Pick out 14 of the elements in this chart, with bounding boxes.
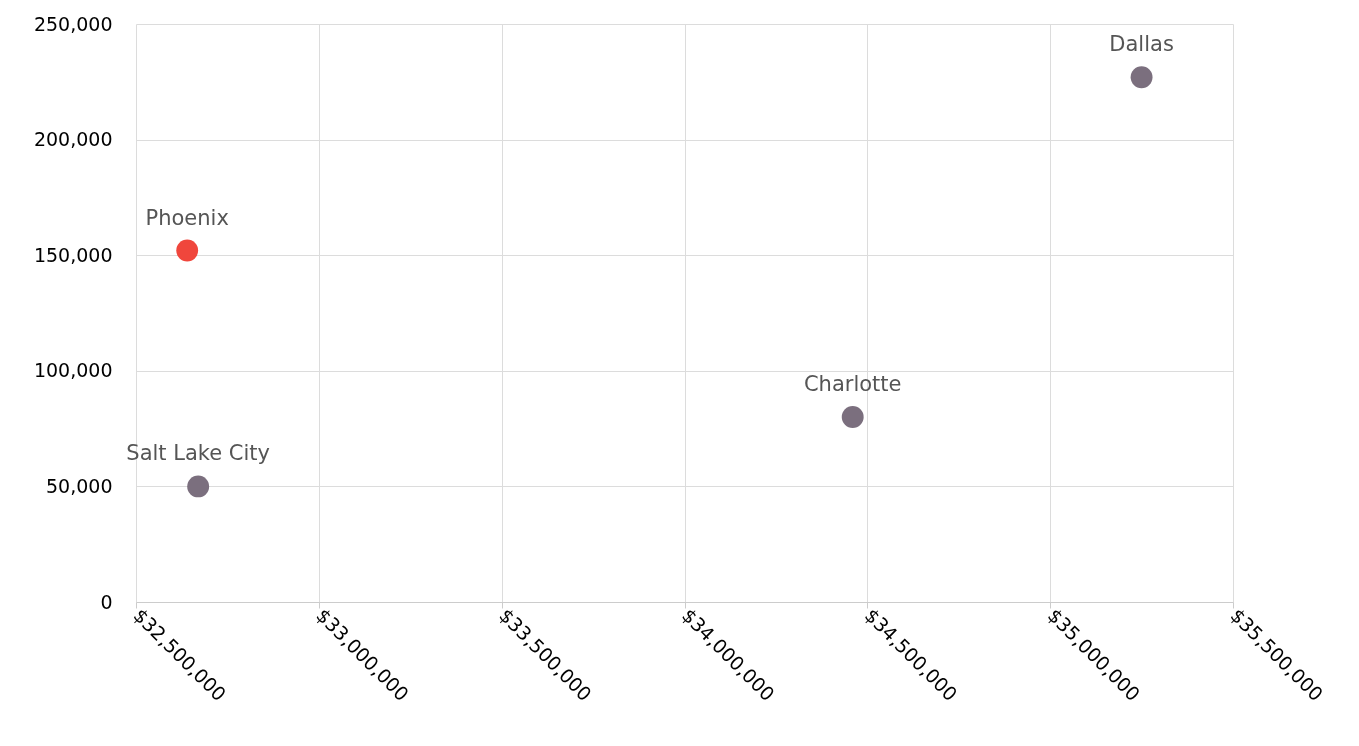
y-tick-label: 0 bbox=[100, 590, 113, 613]
point bbox=[841, 406, 864, 428]
point bbox=[1130, 66, 1153, 89]
y-tick-label: 200,000 bbox=[33, 128, 113, 151]
series-label: Salt Lake City bbox=[126, 441, 271, 466]
y-tick-label: 250,000 bbox=[33, 12, 113, 35]
y-tick-label: 100,000 bbox=[33, 359, 113, 382]
point bbox=[176, 239, 199, 262]
series-label: Phoenix bbox=[145, 205, 229, 230]
y-tick-label: 150,000 bbox=[33, 243, 113, 266]
y-tick-label: 50,000 bbox=[46, 474, 113, 497]
series-label: Dallas bbox=[1109, 32, 1174, 57]
series-label: Charlotte bbox=[803, 372, 902, 397]
point bbox=[187, 475, 210, 498]
